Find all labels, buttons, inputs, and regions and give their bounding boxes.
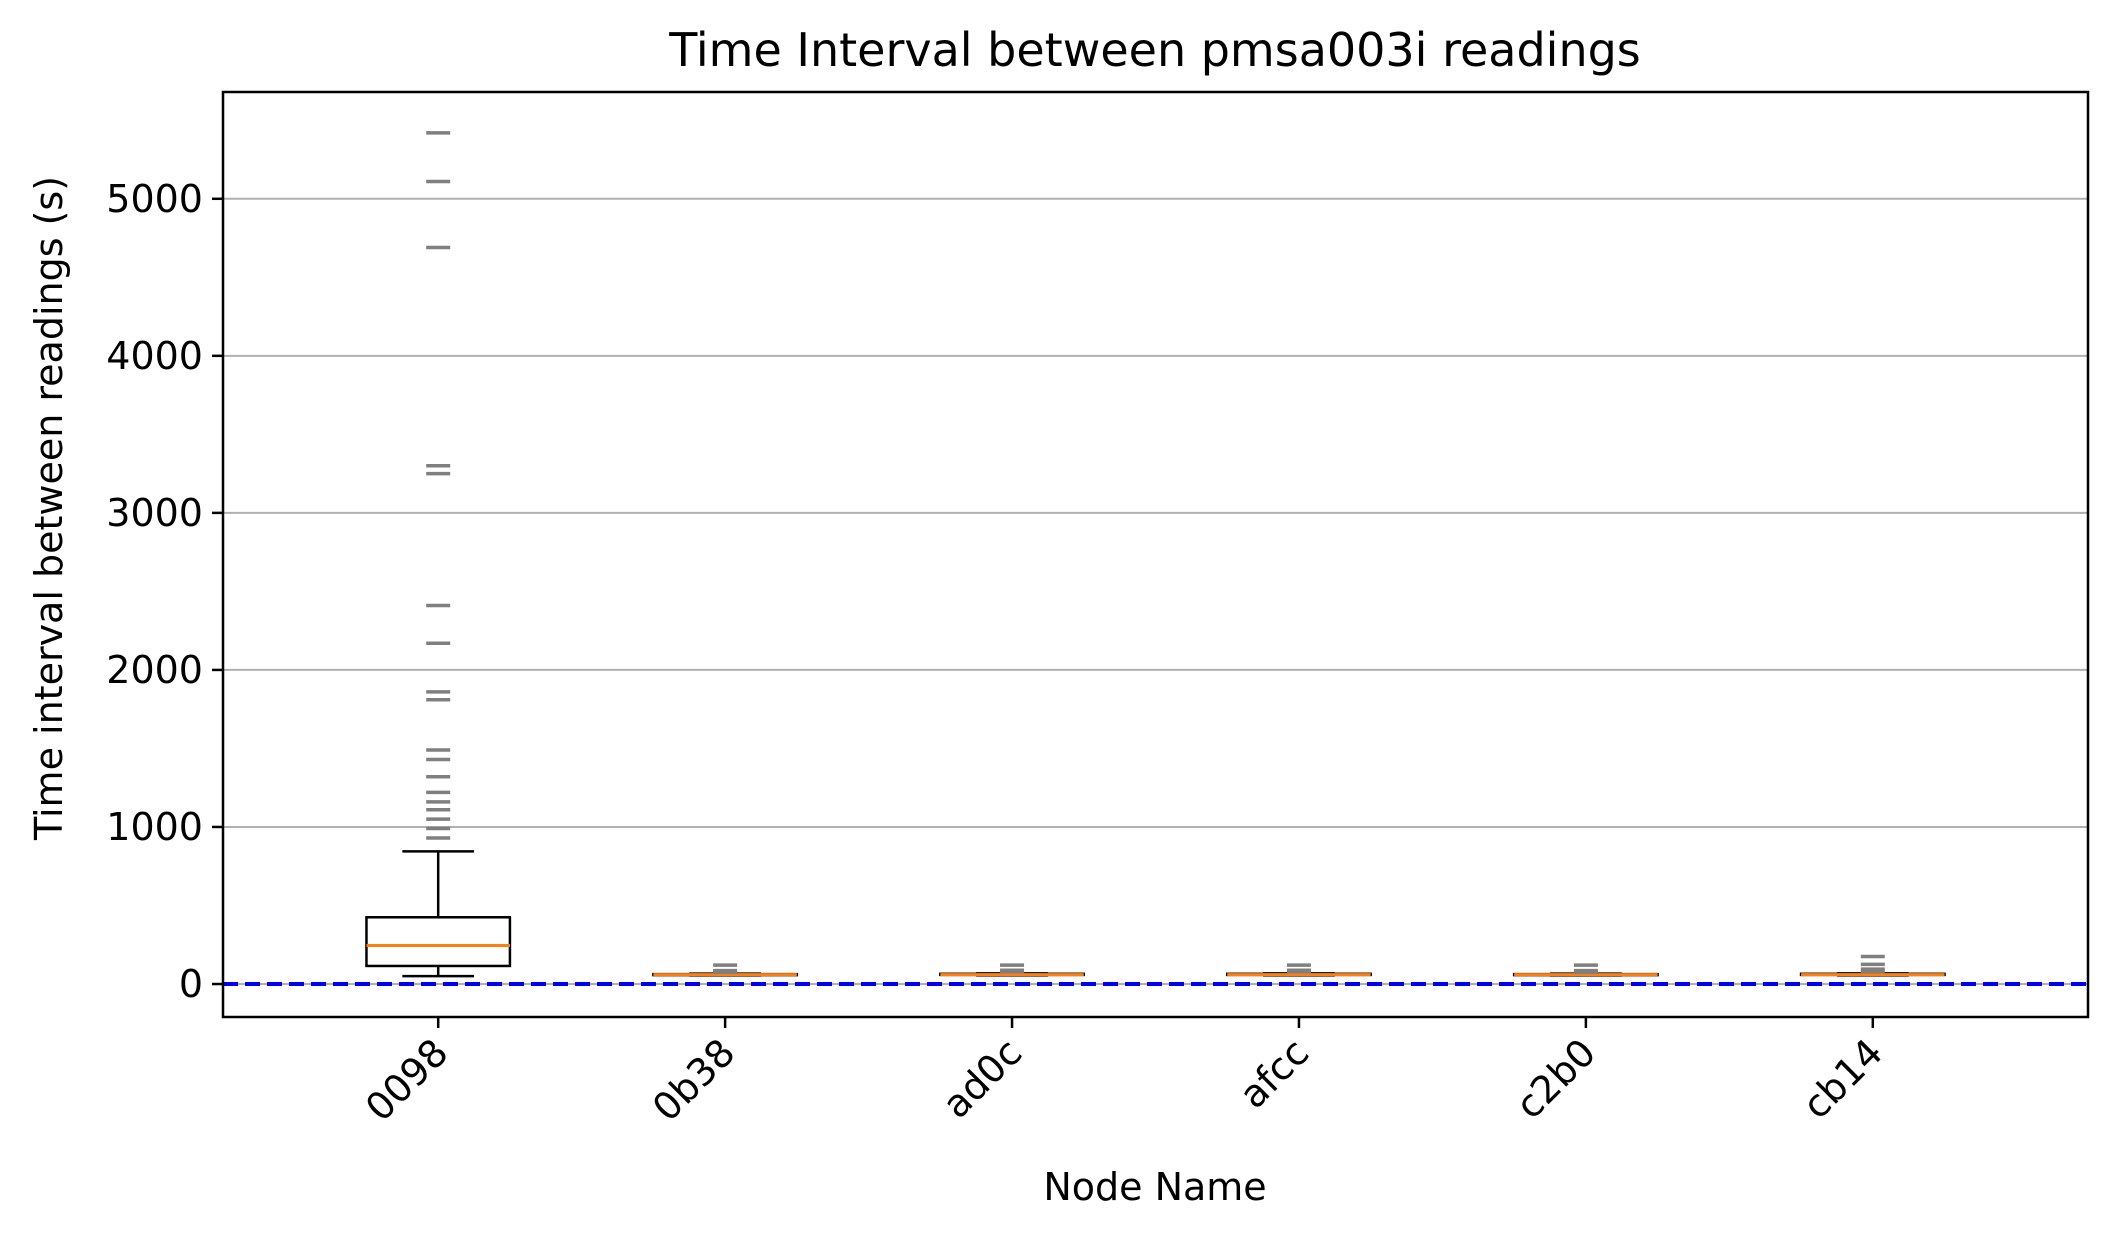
y-tick-label: 3000: [106, 491, 203, 535]
chart-title: Time Interval between pmsa003i readings: [668, 23, 1641, 77]
box-c2b0: [1512, 963, 1659, 977]
y-axis-label: Time interval between readings (s): [27, 176, 71, 841]
y-tick-label: 4000: [106, 334, 203, 378]
y-tick-label: 0: [179, 962, 203, 1006]
box-ad0c: [939, 963, 1086, 977]
box-iqr: [365, 916, 512, 968]
plot-frame: [221, 90, 2090, 1019]
box-0b38: [652, 963, 799, 977]
y-tick-label: 2000: [106, 648, 203, 692]
y-tick-label: 5000: [106, 177, 203, 221]
box-0098: [365, 131, 512, 978]
y-axis: 0 1000 2000 3000 4000 5000: [106, 177, 223, 1006]
box-cb14: [1799, 954, 1946, 977]
box-plots: [365, 131, 1946, 978]
y-tick-label: 1000: [106, 805, 203, 849]
x-axis-label: Node Name: [1043, 1165, 1266, 1209]
box-afcc: [1225, 963, 1372, 977]
